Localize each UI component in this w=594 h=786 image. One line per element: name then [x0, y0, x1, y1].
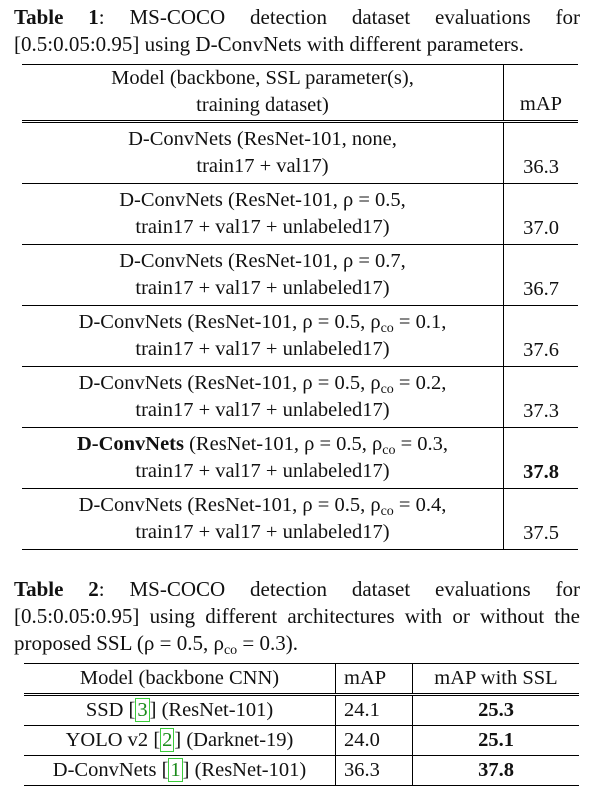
- model-name: D-ConvNets: [52, 759, 162, 781]
- model-backbone: (ResNet-101): [156, 699, 274, 721]
- model-dataset: train17 + val17 + unlabeled17): [135, 277, 390, 299]
- rho-subscript: co: [223, 643, 238, 658]
- model-name: D-ConvNets: [78, 311, 183, 333]
- table2-cell-map-ssl: 37.8: [478, 759, 514, 781]
- model-name: D-ConvNets: [128, 128, 232, 150]
- citation-link[interactable]: 3: [135, 698, 150, 722]
- model-params: (ResNet-101, ρ = 0.7,: [222, 250, 406, 272]
- table1-cell-map: 37.5: [523, 522, 559, 544]
- table1-header-model-line1: Model (backbone, SSL parameter(s),: [111, 67, 414, 89]
- table1-cell-map: 37.8: [523, 461, 559, 483]
- table2-header-map-ssl: mAP with SSL: [434, 667, 558, 689]
- table1-header-model: Model (backbone, SSL parameter(s), train…: [22, 64, 504, 122]
- table1-cell-map: 37.0: [523, 217, 559, 239]
- table-row: D-ConvNets (ResNet-101, ρ = 0.5, ρco = 0…: [22, 366, 578, 428]
- rho-subscript: co: [380, 321, 394, 336]
- model-name: SSD: [85, 699, 129, 721]
- table1-cell-model: D-ConvNets (ResNet-101, ρ = 0.5, ρco = 0…: [22, 488, 504, 550]
- model-backbone: (Darknet-19): [181, 729, 294, 751]
- model-dataset: train17 + val17 + unlabeled17): [135, 338, 390, 360]
- model-params: (ResNet-101, ρ = 0.5, ρ: [183, 433, 383, 455]
- paper-page: Table 1: MS-COCO detection dataset evalu…: [14, 4, 580, 786]
- table1-header-row: Model (backbone, SSL parameter(s), train…: [22, 64, 578, 122]
- table2-cell-map-ssl: 25.1: [478, 729, 514, 751]
- table2-cell-model: SSD [3] (ResNet-101): [24, 694, 336, 726]
- table1-caption: Table 1: MS-COCO detection dataset evalu…: [14, 4, 580, 58]
- model-params: (ResNet-101, ρ = 0.5, ρ: [182, 311, 381, 333]
- model-dataset: train17 + val17 + unlabeled17): [135, 521, 390, 543]
- table1-caption-text: : MS-COCO detection dataset evaluations …: [14, 5, 580, 56]
- table1-cell-model: D-ConvNets (ResNet-101, ρ = 0.5, ρco = 0…: [22, 366, 504, 428]
- table2-cell-model: D-ConvNets [1] (ResNet-101): [24, 755, 336, 786]
- table2-label: Table 2: [14, 577, 99, 601]
- model-params: (ResNet-101, ρ = 0.5, ρ: [182, 372, 381, 394]
- table-row: D-ConvNets (ResNet-101, ρ = 0.7, train17 …: [22, 244, 578, 306]
- table1-cell-map: 37.3: [523, 400, 559, 422]
- model-backbone: (ResNet-101): [189, 759, 307, 781]
- table2-header-map: mAP: [335, 663, 413, 695]
- model-dataset: train17 + val17 + unlabeled17): [135, 216, 390, 238]
- table1-cell-model: D-ConvNets (ResNet-101, ρ = 0.5, ρco = 0…: [22, 305, 504, 367]
- table1-cell-map: 36.3: [523, 156, 559, 178]
- table1-cell-map: 36.7: [523, 278, 559, 300]
- model-dataset: train17 + val17 + unlabeled17): [135, 460, 390, 482]
- table1: Model (backbone, SSL parameter(s), train…: [22, 64, 578, 550]
- rho-subscript: co: [382, 443, 396, 458]
- model-params: (ResNet-101, none,: [231, 128, 397, 150]
- model-params-tail: = 0.3,: [395, 433, 449, 455]
- model-name: YOLO v2: [65, 729, 154, 751]
- table-row: D-ConvNets (ResNet-101, ρ = 0.5, ρco = 0…: [22, 488, 578, 550]
- rho-subscript: co: [380, 382, 394, 397]
- model-params-tail: = 0.4,: [393, 494, 447, 516]
- citation-link[interactable]: 1: [168, 758, 183, 782]
- table1-cell-map: 37.6: [523, 339, 559, 361]
- table2-header-row: Model (backbone CNN) mAP mAP with SSL: [24, 663, 579, 695]
- table1-cell-model: D-ConvNets (ResNet-101, ρ = 0.5, train17 …: [22, 183, 504, 245]
- table2-cell-map-ssl: 25.3: [478, 699, 514, 721]
- rho-subscript: co: [380, 504, 394, 519]
- table1-cell-model: D-ConvNets (ResNet-101, ρ = 0.7, train17 …: [22, 244, 504, 306]
- table1-header-model-line2: training dataset): [196, 94, 329, 116]
- model-dataset: train17 + val17 + unlabeled17): [135, 399, 390, 421]
- model-name: D-ConvNets: [78, 372, 183, 394]
- model-params-tail: = 0.2,: [393, 372, 447, 394]
- model-name: D-ConvNets: [119, 189, 223, 211]
- model-name: D-ConvNets: [78, 494, 183, 516]
- table2-caption: Table 2: MS-COCO detection dataset evalu…: [14, 576, 580, 658]
- table-row: D-ConvNets (ResNet-101, ρ = 0.5, train17 …: [22, 183, 578, 245]
- table1-cell-model: D-ConvNets (ResNet-101, ρ = 0.5, ρco = 0…: [22, 427, 504, 489]
- table-row: D-ConvNets (ResNet-101, ρ = 0.5, ρco = 0…: [22, 427, 578, 489]
- model-params-tail: = 0.1,: [393, 311, 447, 333]
- model-params: (ResNet-101, ρ = 0.5, ρ: [182, 494, 381, 516]
- table2-cell-map: 24.1: [335, 694, 413, 726]
- table-row: D-ConvNets (ResNet-101, ρ = 0.5, ρco = 0…: [22, 305, 578, 367]
- table2-cell-map: 24.0: [335, 725, 413, 756]
- model-name: D-ConvNets: [119, 250, 223, 272]
- citation-link[interactable]: 2: [160, 728, 175, 752]
- table-row: D-ConvNets [1] (ResNet-101) 36.3 37.8: [24, 755, 579, 786]
- table2-cell-map: 36.3: [335, 755, 413, 786]
- table2-header-model: Model (backbone CNN): [24, 663, 336, 695]
- table-row: YOLO v2 [2] (Darknet-19) 24.0 25.1: [24, 725, 579, 756]
- table2-caption-text: : MS-COCO detection dataset evaluations …: [14, 577, 580, 655]
- table2: Model (backbone CNN) mAP mAP with SSL SS…: [24, 663, 579, 786]
- table1-cell-model: D-ConvNets (ResNet-101, none, train17 + v…: [22, 121, 504, 184]
- table2-caption-tail: = 0.3).: [237, 631, 299, 655]
- model-dataset: train17 + val17): [196, 155, 329, 177]
- table-row: D-ConvNets (ResNet-101, none, train17 + v…: [22, 121, 578, 184]
- table1-header-map: mAP: [519, 93, 563, 115]
- table-row: SSD [3] (ResNet-101) 24.1 25.3: [24, 694, 579, 726]
- model-params: (ResNet-101, ρ = 0.5,: [222, 189, 406, 211]
- table1-label: Table 1: [14, 5, 99, 29]
- table2-cell-model: YOLO v2 [2] (Darknet-19): [24, 725, 336, 756]
- model-name: D-ConvNets: [76, 433, 184, 455]
